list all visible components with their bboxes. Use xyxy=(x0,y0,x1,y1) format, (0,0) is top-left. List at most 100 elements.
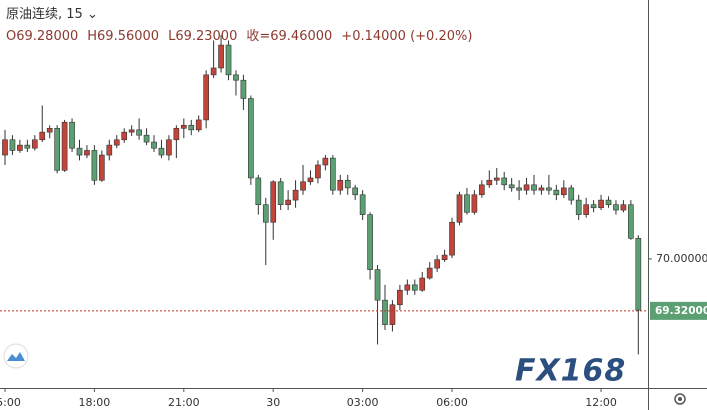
candle-body xyxy=(411,284,418,291)
candle-body xyxy=(434,259,440,269)
candle-body xyxy=(113,139,120,146)
candle-body xyxy=(635,237,642,311)
candle-body xyxy=(218,44,224,69)
candle-body xyxy=(397,289,403,306)
candle-body xyxy=(583,204,589,215)
candle-body xyxy=(464,194,470,213)
candle-body xyxy=(99,154,105,181)
candle-body xyxy=(248,98,254,179)
candle-body xyxy=(382,299,388,325)
candle-body xyxy=(538,187,545,191)
candle-body xyxy=(329,157,336,191)
candle-body xyxy=(106,144,113,156)
candle-body xyxy=(54,128,60,171)
ohlc-value: H69.56000 xyxy=(87,29,160,44)
candle-body xyxy=(225,44,232,76)
candle-body xyxy=(508,184,515,189)
ohlc-value: O69.28000 xyxy=(6,29,79,44)
x-tick-label: 21:00 xyxy=(168,396,200,409)
candle-body xyxy=(344,179,351,189)
candle-body xyxy=(166,139,172,156)
candle-body xyxy=(531,184,537,191)
candle-body xyxy=(39,131,46,141)
x-tick-label: 18:00 xyxy=(79,396,111,409)
candle-body xyxy=(620,204,627,211)
watermark: FX168 xyxy=(515,354,626,389)
candle-body xyxy=(285,199,291,205)
candle-body xyxy=(456,194,463,223)
ohlc-value: 收=69.46000 xyxy=(246,29,333,44)
candle-body xyxy=(158,147,165,156)
candle-body xyxy=(2,139,8,156)
candle-body xyxy=(613,204,619,211)
candle-body xyxy=(262,204,269,223)
candle-body xyxy=(628,204,634,239)
candle-body xyxy=(233,74,239,81)
candle-body xyxy=(76,147,83,156)
candle-body xyxy=(188,124,195,131)
candle-body xyxy=(180,124,187,129)
candle-body xyxy=(143,134,150,143)
candle-body xyxy=(553,189,560,196)
symbol-row: 原油连续, 15 ⌄ xyxy=(6,4,481,26)
candle-body xyxy=(255,177,262,205)
candle-body xyxy=(270,181,277,223)
candle-body xyxy=(315,164,321,179)
candle-body xyxy=(46,128,53,133)
candle-body xyxy=(195,119,202,131)
candle-body xyxy=(568,187,575,201)
settings-icon[interactable] xyxy=(674,393,686,405)
dropdown-chevron[interactable]: ⌄ xyxy=(86,7,98,22)
header: 原油连续, 15 ⌄ O69.28000 H69.56000 L69.23000 收=… xyxy=(6,4,481,48)
candle-body xyxy=(322,157,329,166)
candle-body xyxy=(210,67,217,76)
candle-body xyxy=(605,199,612,205)
x-tick-label: 06:00 xyxy=(436,396,468,409)
candle-body xyxy=(575,199,582,215)
candle-body xyxy=(590,204,597,209)
candle-body xyxy=(24,144,31,149)
candle-body xyxy=(307,177,314,183)
candle-body xyxy=(17,144,23,151)
x-tick-label: 03:00 xyxy=(347,396,379,409)
y-tick-label: 70.00000 xyxy=(656,252,707,265)
symbol: 原油连续, 15 xyxy=(6,7,83,22)
candle-body xyxy=(441,254,448,260)
candle-body xyxy=(240,79,247,99)
candle-body xyxy=(31,139,38,149)
candle-body xyxy=(486,179,493,186)
candle-body xyxy=(352,187,359,196)
candle-body xyxy=(69,121,75,149)
candle-body xyxy=(374,269,381,301)
candle-body xyxy=(523,184,530,191)
candle-body xyxy=(84,150,90,156)
tv-logo xyxy=(3,343,29,369)
candle-body xyxy=(493,177,500,181)
candle-body xyxy=(419,277,426,291)
candle-body xyxy=(598,199,604,209)
candle-body xyxy=(359,194,366,215)
price-label: 69.32000 xyxy=(655,305,707,317)
candle-body xyxy=(471,194,478,213)
ohlc-value: L69.23000 xyxy=(168,29,238,44)
candle-body xyxy=(449,221,455,256)
candle-body xyxy=(61,121,68,171)
x-tick-label: 12:00 xyxy=(585,396,617,409)
candle-body xyxy=(501,177,508,186)
candle-body xyxy=(479,184,485,196)
candle-body xyxy=(203,74,209,121)
price-label-box xyxy=(650,301,707,320)
candle-body xyxy=(173,128,180,141)
candle-body xyxy=(151,141,157,149)
x-tick-label: 15:00 xyxy=(0,396,21,409)
candle-body xyxy=(546,187,552,191)
candle-body xyxy=(367,214,373,270)
candle-body xyxy=(121,131,128,141)
candle-body xyxy=(337,179,344,191)
candle-body xyxy=(292,189,299,201)
candle-body xyxy=(277,181,284,205)
candle-body xyxy=(560,187,567,196)
candle-body xyxy=(426,267,433,279)
